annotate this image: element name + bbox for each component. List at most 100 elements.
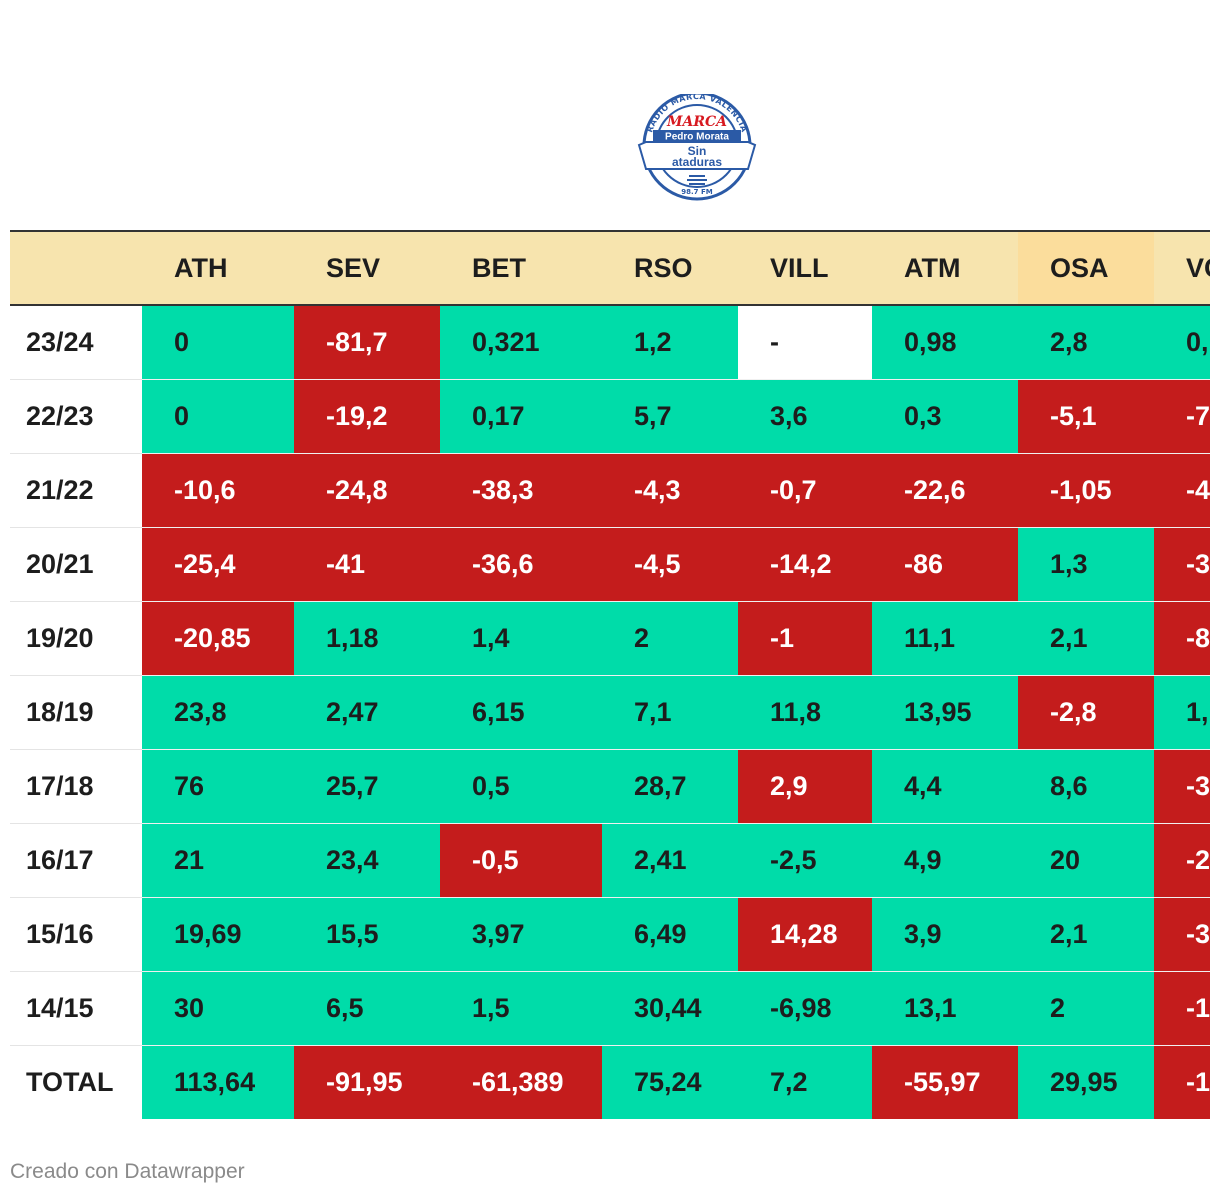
- table-cell: -19,2: [294, 379, 440, 454]
- logo-wave-icon: [687, 175, 707, 185]
- table-row: 19/20 -20,85 1,18 1,4 2 -1 11,1 2,1 -8: [10, 601, 1210, 676]
- row-label: 15/16: [10, 897, 142, 972]
- table-cell: 30: [142, 971, 294, 1046]
- table-cell: 2: [1018, 971, 1154, 1046]
- table-cell: 1,: [1154, 675, 1210, 750]
- table-cell: 1,2: [602, 305, 738, 380]
- table-cell: 3,97: [440, 897, 602, 972]
- table-cell: -2: [1154, 823, 1210, 898]
- table-cell: 0,17: [440, 379, 602, 454]
- table-row: 21/22 -10,6 -24,8 -38,3 -4,3 -0,7 -22,6 -1,05 -4: [10, 453, 1210, 528]
- radio-logo: RADIO MARCA VALENCIA MARCA Pedro Morata …: [636, 91, 758, 204]
- table-cell: 7,2: [738, 1045, 872, 1119]
- table-cell: 15,5: [294, 897, 440, 972]
- table-row: 18/19 23,8 2,47 6,15 7,1 11,8 13,95 -2,8 1,: [10, 675, 1210, 750]
- table-cell: 8,6: [1018, 749, 1154, 824]
- table-cell: -1,05: [1018, 453, 1154, 528]
- table-cell: -36,6: [440, 527, 602, 602]
- table-cell: 19,69: [142, 897, 294, 972]
- table-cell: 2,1: [1018, 897, 1154, 972]
- table-cell: 0,98: [872, 305, 1018, 380]
- table-cell: -4,5: [602, 527, 738, 602]
- table-cell: -3: [1154, 897, 1210, 972]
- logo-line2: ataduras: [672, 155, 722, 169]
- row-label: 23/24: [10, 305, 142, 380]
- table-cell: 0: [142, 305, 294, 380]
- table-cell: 1,5: [440, 971, 602, 1046]
- table-cell: -6,98: [738, 971, 872, 1046]
- table-cell: -1: [1154, 1045, 1210, 1119]
- table-cell: -86: [872, 527, 1018, 602]
- table-cell: 75,24: [602, 1045, 738, 1119]
- table-cell: 13,95: [872, 675, 1018, 750]
- table-body: 23/240-81,70,3211,2-0,982,80,122/230-19,…: [10, 305, 1210, 1119]
- table-cell: -25,4: [142, 527, 294, 602]
- table-cell: 2,47: [294, 675, 440, 750]
- table-cell: 23,4: [294, 823, 440, 898]
- row-label: 21/22: [10, 453, 142, 528]
- table-cell: 30,44: [602, 971, 738, 1046]
- table-cell: -5,1: [1018, 379, 1154, 454]
- header-row: ATH SEV BET RSO VILL ATM OSA VCF: [10, 230, 1210, 306]
- table-cell: 2: [602, 601, 738, 676]
- table-cell: 4,9: [872, 823, 1018, 898]
- table-row: 16/17 21 23,4 -0,5 2,41 -2,5 4,9 20 -2: [10, 823, 1210, 898]
- table-cell: 29,95: [1018, 1045, 1154, 1119]
- column-header: [10, 230, 142, 306]
- table-cell: -7: [1154, 379, 1210, 454]
- column-header: OSA: [1018, 230, 1154, 306]
- table-row: 14/15 30 6,5 1,5 30,44 -6,98 13,1 2 -1: [10, 971, 1210, 1046]
- data-table: ATH SEV BET RSO VILL ATM OSA VCF 23/240-…: [10, 230, 1210, 1119]
- row-label: 17/18: [10, 749, 142, 824]
- table-cell: -: [738, 305, 872, 380]
- logo-brand: MARCA: [666, 114, 727, 130]
- column-header: ATH: [142, 230, 294, 306]
- table-cell: 76: [142, 749, 294, 824]
- table-cell: -4,3: [602, 453, 738, 528]
- column-header: VCF: [1154, 230, 1210, 306]
- table-cell: -61,389: [440, 1045, 602, 1119]
- table-cell: -1: [738, 601, 872, 676]
- table-cell: -38,3: [440, 453, 602, 528]
- table-cell: -3: [1154, 527, 1210, 602]
- table-cell: 21: [142, 823, 294, 898]
- table-cell: 14,28: [738, 897, 872, 972]
- table-cell: 25,7: [294, 749, 440, 824]
- logo-frequency: 98.7 FM: [681, 188, 712, 196]
- logo-host: Pedro Morata: [665, 132, 729, 143]
- table-cell: -1: [1154, 971, 1210, 1046]
- table-cell: -81,7: [294, 305, 440, 380]
- row-label: 19/20: [10, 601, 142, 676]
- column-header: SEV: [294, 230, 440, 306]
- table-cell: -0,7: [738, 453, 872, 528]
- table-cell: 1,3: [1018, 527, 1154, 602]
- table-cell: -10,6: [142, 453, 294, 528]
- table-cell: 113,64: [142, 1045, 294, 1119]
- row-label: 22/23: [10, 379, 142, 454]
- table-cell: -22,6: [872, 453, 1018, 528]
- column-header: ATM: [872, 230, 1018, 306]
- table-cell: 6,5: [294, 971, 440, 1046]
- table-cell: 23,8: [142, 675, 294, 750]
- table-cell: -3: [1154, 749, 1210, 824]
- data-table-container: ATH SEV BET RSO VILL ATM OSA VCF 23/240-…: [10, 230, 1210, 1122]
- table-cell: -2,8: [1018, 675, 1154, 750]
- table-cell: 2,1: [1018, 601, 1154, 676]
- column-header: VILL: [738, 230, 872, 306]
- table-cell: 6,15: [440, 675, 602, 750]
- table-cell: 0,1: [1154, 305, 1210, 380]
- table-cell: -4: [1154, 453, 1210, 528]
- column-header: RSO: [602, 230, 738, 306]
- table-cell: 20: [1018, 823, 1154, 898]
- table-cell: 1,18: [294, 601, 440, 676]
- table-cell: -20,85: [142, 601, 294, 676]
- table-row: 17/18 76 25,7 0,5 28,7 2,9 4,4 8,6 -3: [10, 749, 1210, 824]
- table-cell: 6,49: [602, 897, 738, 972]
- row-label: 18/19: [10, 675, 142, 750]
- table-cell: 0: [142, 379, 294, 454]
- table-cell: -24,8: [294, 453, 440, 528]
- table-cell: -2,5: [738, 823, 872, 898]
- table-cell: 2,9: [738, 749, 872, 824]
- table-row: 15/16 19,69 15,5 3,97 6,49 14,28 3,9 2,1 -3: [10, 897, 1210, 972]
